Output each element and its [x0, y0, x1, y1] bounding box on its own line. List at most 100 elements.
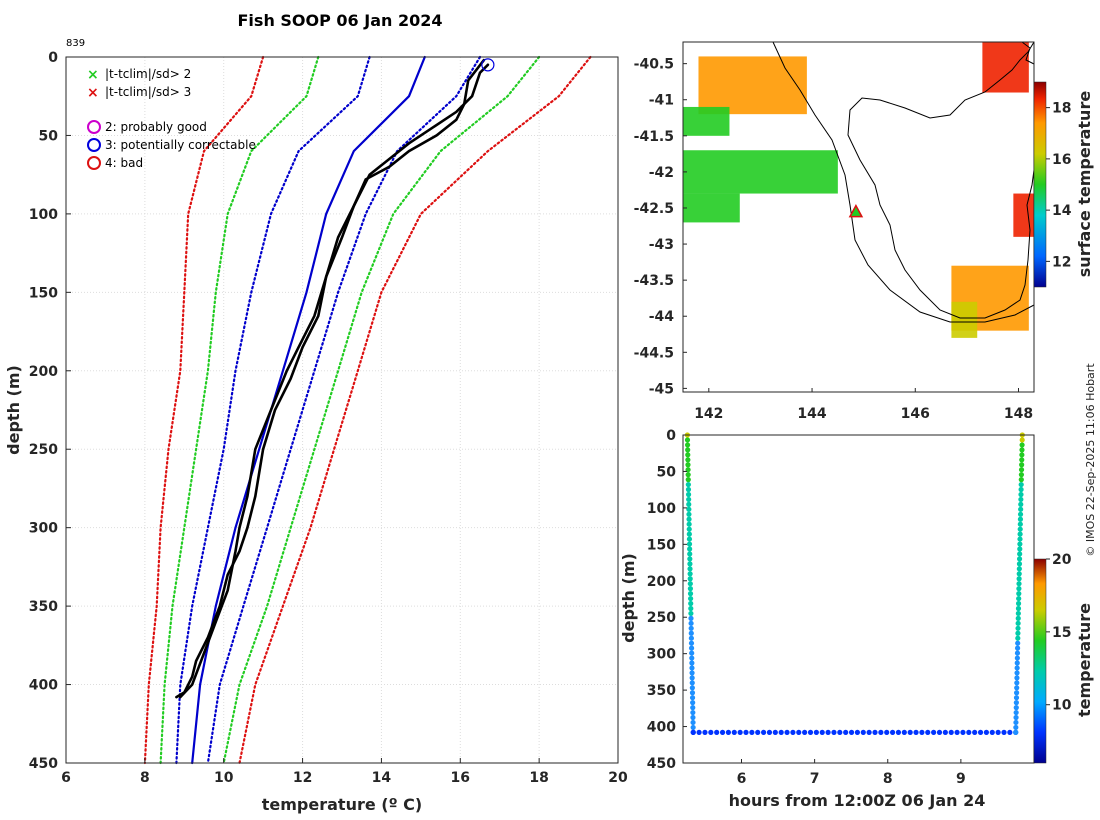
timeseries-ascent-point [1017, 551, 1023, 557]
timeseries-bottom-point [936, 729, 943, 735]
timeseries-descent-point [689, 695, 696, 701]
timeseries-descent-point [690, 700, 696, 706]
timeseries-y-tick-label: 400 [647, 720, 676, 736]
map-sst-cells [683, 42, 1034, 338]
timeseries-descent-point [690, 705, 696, 711]
timeseries-descent-point [685, 477, 691, 483]
timeseries-descent-point [687, 581, 693, 587]
map-x-tick-label: 142 [694, 406, 723, 422]
timeseries-bottom-point [778, 729, 784, 735]
timeseries-ascent-point [1018, 481, 1024, 488]
timeseries-ascent-point [1016, 581, 1022, 587]
timeseries-ascent-point [1014, 670, 1020, 676]
profile-line-clim-2sd [159, 55, 320, 765]
map-sst-cell [698, 56, 807, 115]
timeseries-ascent-point [1015, 620, 1021, 626]
timeseries-ascent-point [1019, 442, 1025, 448]
timeseries-bottom-point [948, 729, 954, 735]
timeseries-descent-point [686, 516, 692, 522]
profile-y-label: depth (m) [4, 365, 23, 455]
timeseries-bottom-point [690, 729, 696, 735]
timeseries-bottom-point [719, 729, 726, 735]
timeseries-ascent-point [1013, 724, 1019, 731]
profile-series [143, 55, 592, 765]
profile-y-tick-label: 450 [29, 756, 58, 772]
profile-y-tick-label: 350 [29, 599, 58, 615]
legend-qc2-label: 2: probably good [105, 120, 207, 134]
timeseries-ascent-point [1017, 541, 1023, 547]
timeseries-x-tick-label: 8 [883, 771, 893, 787]
profile-y-tick-label: 250 [29, 442, 58, 458]
map-sst-cell [1013, 193, 1034, 237]
timeseries-x-label: hours from 12:00Z 06 Jan 24 [729, 791, 986, 810]
legend-red-circle-icon [87, 156, 101, 170]
timeseries-ascent-point [1018, 496, 1024, 503]
timeseries-ascent-point [1014, 675, 1020, 681]
timeseries-ascent-point [1017, 546, 1023, 552]
timeseries-bottom-point [889, 729, 896, 735]
timeseries-ascent-point [1015, 625, 1021, 631]
profile-line-clim-2sd [222, 55, 541, 765]
map-x-ticks: 142 144 146 148 [694, 388, 1033, 422]
legend-qc3-label: 3: potentially correctable [105, 138, 256, 152]
timeseries-bottom-point [790, 729, 796, 735]
timeseries-descent-point [687, 576, 693, 582]
timeseries-descent-point [687, 586, 694, 592]
timeseries-descent-point [686, 521, 692, 527]
profile-x-ticks: 6 8 10 12 14 16 18 20 [61, 758, 628, 786]
profile-line-clim-1sd [206, 55, 482, 765]
legend-red-cross-icon: × [87, 85, 99, 101]
timeseries-bottom-point [919, 729, 925, 735]
profile-y-tick-label: 300 [29, 521, 58, 537]
timeseries-ascent-point [1018, 506, 1024, 512]
timeseries-colorbar-ticks: 10 15 20 [1046, 552, 1072, 714]
timeseries-x-tick-label: 6 [737, 771, 747, 787]
timeseries-descent-point [688, 610, 694, 617]
timeseries-descent-point [687, 546, 693, 552]
profile-y-tick-label: 50 [39, 128, 59, 144]
timeseries-bottom-point [1007, 729, 1013, 735]
map-colorbar-tick-label: 18 [1052, 101, 1071, 117]
timeseries-colorbar-label: temperature [1075, 603, 1094, 717]
timeseries-ascent-point [1013, 705, 1019, 711]
timeseries-bottom-point [696, 729, 702, 735]
timeseries-descent-point [688, 620, 694, 626]
timeseries-ascent-point [1014, 685, 1020, 691]
map-colorbar-tick-label: 14 [1052, 203, 1072, 219]
timeseries-y-tick-label: 450 [647, 756, 676, 772]
timeseries-bottom-point [872, 729, 878, 735]
timeseries-y-tick-label: 250 [647, 610, 676, 626]
legend-sd3-label: |t-tclim|/sd> 3 [105, 85, 191, 99]
timeseries-descent-point [690, 709, 696, 716]
timeseries-ascent-point [1017, 516, 1024, 522]
profile-legend: × |t-tclim|/sd> 2 × |t-tclim|/sd> 3 2: p… [87, 67, 256, 170]
timeseries-descent-point [689, 675, 695, 681]
timeseries-descent-point [685, 452, 691, 458]
timeseries-bottom-point [907, 729, 913, 735]
timeseries-ascent-point [1013, 729, 1019, 735]
legend-magenta-circle-icon [87, 120, 101, 134]
timeseries-bottom-point [831, 729, 837, 735]
timeseries-ascent-point [1015, 630, 1021, 636]
timeseries-bottom-point [760, 729, 767, 735]
profile-grid [65, 56, 619, 764]
map-sst-cell [951, 301, 978, 338]
timeseries-descent-point [688, 600, 694, 607]
timeseries-colorbar-tick-label: 10 [1052, 698, 1072, 714]
timeseries-descent-point [686, 511, 692, 517]
timeseries-colorbar [1033, 558, 1047, 764]
timeseries-descent-point [687, 571, 693, 577]
timeseries-ascent-point [1016, 576, 1022, 582]
timeseries-ascent-point [1015, 640, 1021, 646]
timeseries-bottom-point [931, 729, 937, 735]
timeseries-descent-point [688, 595, 694, 602]
profile-y-tick-label: 100 [29, 207, 58, 223]
timeseries-ascent-point [1017, 511, 1024, 517]
timeseries-descent-point [688, 605, 694, 612]
timeseries-descent-point [685, 481, 691, 488]
timeseries-descent-point [686, 526, 692, 532]
profile-x-tick-label: 20 [608, 770, 628, 786]
timeseries-ascent-point [1014, 680, 1020, 686]
timeseries-ascent-point [1019, 462, 1025, 468]
timeseries-bottom-point [972, 729, 978, 735]
